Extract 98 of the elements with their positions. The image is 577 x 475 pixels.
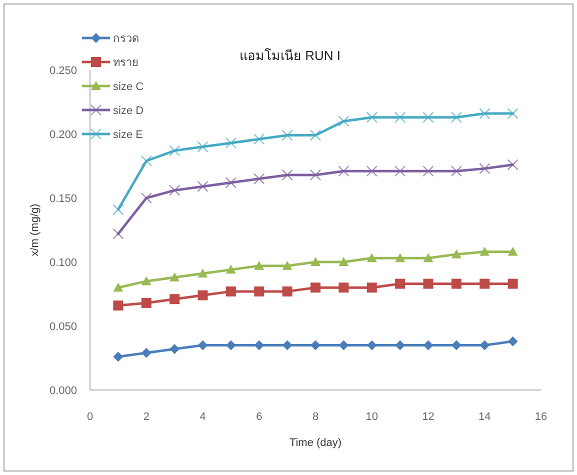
point	[507, 159, 518, 170]
point	[395, 340, 406, 350]
y-tick-label: 0.250	[49, 65, 77, 77]
point	[198, 290, 208, 300]
point	[508, 278, 518, 289]
point	[338, 166, 350, 177]
point	[225, 177, 237, 188]
point	[366, 112, 378, 123]
point	[226, 286, 236, 296]
point	[310, 340, 320, 350]
point	[395, 278, 406, 289]
point	[310, 130, 322, 141]
point	[423, 340, 434, 350]
x-tick-label: 14	[478, 411, 491, 423]
point	[366, 282, 377, 293]
point	[170, 294, 180, 304]
point	[451, 278, 462, 289]
point	[394, 112, 406, 123]
point	[366, 340, 377, 350]
point	[366, 253, 377, 262]
point	[479, 108, 490, 120]
point	[422, 112, 434, 123]
point	[254, 260, 264, 270]
point	[451, 340, 462, 350]
point	[113, 282, 124, 292]
x-tick-label: 6	[256, 411, 262, 423]
x-tick-label: 4	[200, 411, 206, 423]
point	[310, 282, 320, 293]
point	[310, 257, 320, 266]
point	[141, 276, 152, 286]
x-tick-label: 2	[143, 411, 150, 423]
point	[507, 108, 518, 120]
point	[450, 166, 462, 177]
point	[254, 286, 264, 296]
point	[451, 249, 462, 258]
point	[282, 286, 292, 296]
point	[140, 155, 152, 166]
point	[225, 137, 237, 149]
point	[338, 340, 349, 350]
point	[226, 340, 236, 350]
x-tick-label: 8	[312, 411, 319, 423]
point	[282, 260, 292, 270]
point	[140, 192, 152, 204]
point	[141, 298, 152, 308]
point	[170, 272, 180, 282]
point	[168, 145, 180, 156]
point	[254, 173, 265, 184]
x-axis-title: Time (day)	[289, 437, 342, 449]
point	[282, 169, 293, 181]
chart-title: แอมโมเนีย RUN I	[240, 48, 340, 63]
legend-label: size D	[113, 105, 144, 117]
point	[170, 344, 180, 354]
point	[395, 253, 406, 262]
point	[422, 166, 434, 177]
point	[282, 340, 292, 350]
point	[282, 130, 293, 141]
x-tick-label: 0	[86, 411, 94, 423]
point	[480, 246, 490, 256]
point	[450, 112, 462, 123]
point	[254, 340, 264, 350]
point	[423, 278, 434, 289]
point	[366, 166, 378, 177]
point	[479, 162, 490, 174]
x-tick-label: 12	[422, 411, 434, 423]
legend-label: กรวด	[113, 33, 139, 45]
point	[112, 204, 124, 216]
point	[338, 116, 350, 127]
y-tick-label: 0.050	[49, 321, 77, 333]
x-tick-label: 16	[534, 411, 548, 423]
point	[198, 340, 208, 350]
y-axis-title: x/m (mg/g)	[29, 204, 41, 256]
point	[197, 141, 208, 152]
point	[197, 180, 208, 192]
point	[141, 348, 152, 358]
point	[338, 257, 349, 266]
point	[112, 228, 124, 240]
legend-label: ทราย	[113, 57, 138, 69]
y-tick-label: 0.000	[49, 385, 77, 397]
point	[198, 268, 208, 278]
point	[226, 264, 236, 274]
y-tick-label: 0.100	[49, 257, 77, 269]
point	[508, 246, 518, 256]
legend-label: size C	[113, 81, 144, 93]
point	[254, 134, 265, 145]
x-tick-label: 10	[366, 411, 378, 423]
point	[168, 184, 180, 196]
point	[423, 253, 434, 262]
point	[113, 300, 124, 311]
legend-label: size E	[113, 129, 143, 141]
point	[394, 166, 406, 177]
point	[508, 336, 518, 346]
point	[480, 340, 490, 350]
y-tick-label: 0.150	[49, 193, 77, 205]
point	[480, 278, 490, 289]
y-tick-label: 0.200	[49, 129, 77, 141]
point	[310, 169, 322, 181]
point	[113, 352, 124, 362]
point	[338, 282, 349, 293]
